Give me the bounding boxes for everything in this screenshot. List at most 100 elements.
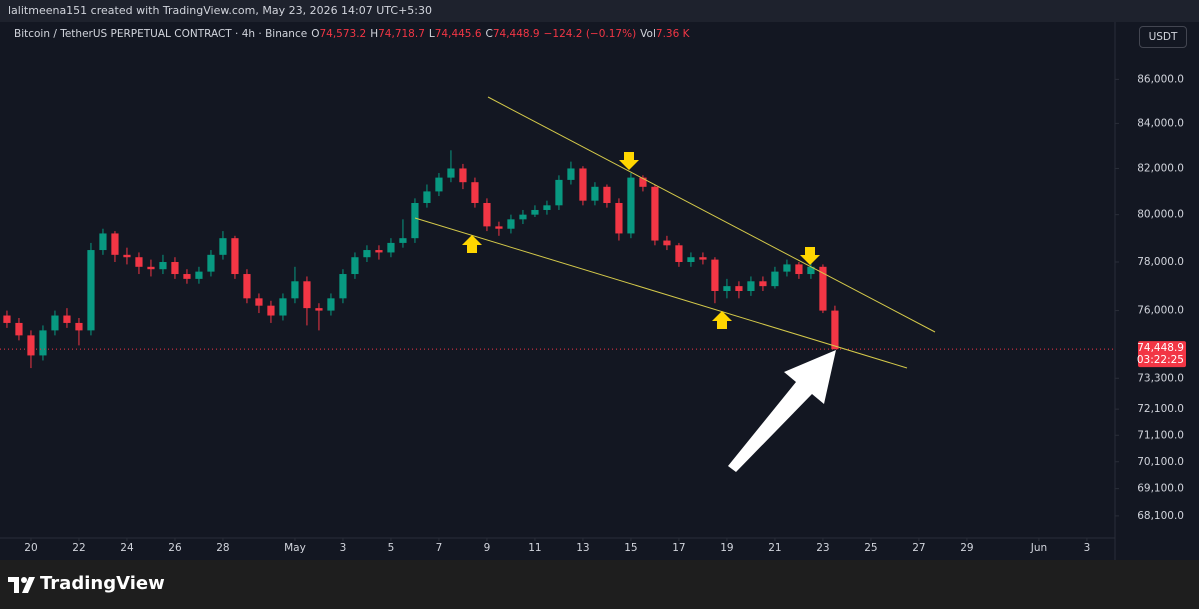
candle-body bbox=[75, 322, 83, 331]
candle-body bbox=[639, 177, 647, 187]
candle-body bbox=[3, 315, 11, 323]
x-tick-label: 7 bbox=[436, 542, 443, 554]
symbol-legend: Bitcoin / TetherUS PERPETUAL CONTRACT · … bbox=[14, 28, 690, 40]
candle-body bbox=[315, 308, 323, 311]
candle-body bbox=[747, 281, 755, 292]
candle-body bbox=[171, 262, 179, 275]
candle-body bbox=[759, 281, 767, 287]
candle-body bbox=[387, 242, 395, 253]
legend-value: 74,573.2 bbox=[319, 28, 367, 40]
candle-body bbox=[699, 257, 707, 260]
candle-body bbox=[435, 177, 443, 192]
candle-body bbox=[99, 233, 107, 251]
candle-body bbox=[195, 271, 203, 279]
candle-body bbox=[135, 257, 143, 267]
x-tick-label: 27 bbox=[912, 542, 925, 554]
candle-body bbox=[663, 240, 671, 246]
y-tick-label: 72,100.0 bbox=[1137, 403, 1184, 415]
candle-body bbox=[123, 254, 131, 258]
y-tick-label: 84,000.0 bbox=[1137, 117, 1184, 129]
x-tick-label: 3 bbox=[340, 542, 347, 554]
x-tick-label: 5 bbox=[388, 542, 395, 554]
candle-body bbox=[675, 245, 683, 263]
x-tick-label: 26 bbox=[168, 542, 182, 554]
footer: TradingView bbox=[0, 560, 1199, 609]
trend-line bbox=[487, 96, 936, 333]
trend-line bbox=[414, 217, 908, 369]
legend-key: Vol bbox=[640, 28, 656, 40]
candle-body bbox=[795, 264, 803, 275]
candle-body bbox=[279, 298, 287, 316]
x-tick-label: 24 bbox=[120, 542, 134, 554]
y-tick-label: 71,100.0 bbox=[1137, 429, 1184, 441]
chart: 86,000.0 84,000.0 82,000.0 80,000.0 78,000.0… bbox=[0, 22, 1186, 560]
candle-body bbox=[39, 330, 47, 356]
candle-body bbox=[399, 238, 407, 243]
candle-body bbox=[291, 281, 299, 299]
y-tick-label: 69,100.0 bbox=[1137, 483, 1184, 495]
candle-body bbox=[219, 238, 227, 255]
arrow-down bbox=[619, 152, 639, 170]
candle-body bbox=[267, 305, 275, 316]
pointer-arrow bbox=[728, 350, 836, 472]
x-tick-label: 20 bbox=[24, 542, 37, 554]
candle-body bbox=[159, 262, 167, 270]
legend-value: 74,445.6 bbox=[434, 28, 482, 40]
legend-value: 74,448.9 bbox=[492, 28, 540, 40]
x-tick-label: 17 bbox=[672, 542, 685, 554]
arrow-up bbox=[712, 311, 732, 329]
y-tick-label: 82,000.0 bbox=[1137, 162, 1184, 174]
candle-body bbox=[567, 168, 575, 180]
candle-body bbox=[51, 315, 59, 331]
candle-body bbox=[27, 335, 35, 356]
legend-key: O bbox=[311, 28, 320, 40]
candle-body bbox=[543, 205, 551, 210]
candle-body bbox=[627, 177, 635, 234]
last-price-label: 74,448.9 bbox=[1137, 342, 1184, 354]
y-tick-label: 78,000.0 bbox=[1137, 256, 1184, 268]
candle-body bbox=[651, 186, 659, 241]
arrow-up bbox=[462, 235, 482, 253]
x-tick-label: 23 bbox=[816, 542, 829, 554]
currency-button[interactable]: USDT bbox=[1139, 26, 1187, 48]
arrow-down bbox=[800, 247, 820, 265]
candle-body bbox=[831, 310, 839, 350]
candle-body bbox=[783, 264, 791, 272]
x-tick-label: 19 bbox=[720, 542, 733, 554]
candle-body bbox=[303, 281, 311, 309]
candle-body bbox=[183, 274, 191, 279]
candle-body bbox=[555, 179, 563, 206]
y-tick-label: 73,300.0 bbox=[1137, 372, 1184, 384]
x-tick-label: 25 bbox=[864, 542, 877, 554]
candle-body bbox=[15, 322, 23, 336]
candle-body bbox=[807, 266, 815, 275]
candle-body bbox=[375, 250, 383, 253]
brand: TradingView bbox=[40, 573, 165, 594]
legend-change: −124.2 (−0.17%) bbox=[543, 28, 637, 40]
candle-body bbox=[147, 266, 155, 270]
candle-body bbox=[603, 186, 611, 203]
candle-body bbox=[495, 226, 503, 229]
x-tick-label: 9 bbox=[484, 542, 491, 554]
candle-body bbox=[735, 286, 743, 292]
candle-body bbox=[615, 202, 623, 234]
legend-value: 74,718.7 bbox=[378, 28, 425, 40]
plot: 86,000.0 84,000.0 82,000.0 80,000.0 78,000.0… bbox=[0, 22, 1186, 560]
x-tick-label: 15 bbox=[624, 542, 637, 554]
candle-body bbox=[231, 238, 239, 275]
countdown: 03:22:25 bbox=[1137, 354, 1184, 366]
candle-body bbox=[531, 209, 539, 215]
x-tick-label: May bbox=[284, 542, 306, 554]
legend-key: C bbox=[485, 28, 493, 40]
candle-body bbox=[327, 298, 335, 311]
x-tick-label: 3 bbox=[1084, 542, 1091, 554]
last-price-box bbox=[1138, 341, 1186, 368]
candle-body bbox=[711, 259, 719, 292]
x-tick-label: 13 bbox=[576, 542, 589, 554]
candle-body bbox=[687, 257, 695, 263]
x-tick-label: 11 bbox=[528, 542, 541, 554]
x-tick-label: 29 bbox=[960, 542, 973, 554]
y-tick-label: 86,000.0 bbox=[1137, 73, 1184, 85]
candle-body bbox=[207, 254, 215, 272]
